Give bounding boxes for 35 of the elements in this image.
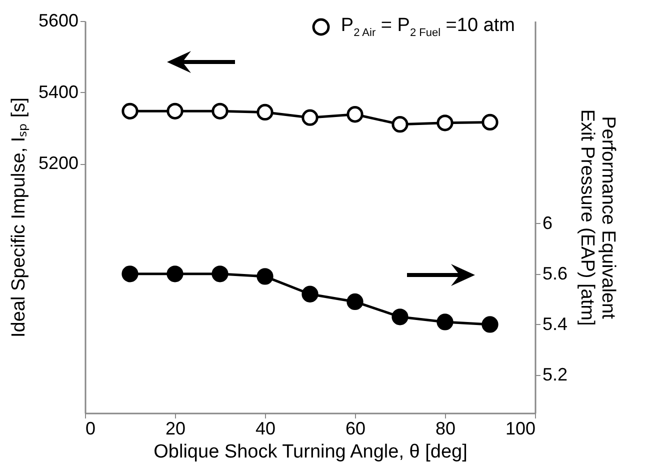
x-axis-title: Oblique Shock Turning Angle, θ [deg] [154,442,468,462]
y-tick-label: 5400 [38,82,78,102]
y-axis-title: Ideal Specific Impulse, Iₛₚ [s] [8,98,30,338]
x-tick-label: 100 [505,418,536,438]
point [302,109,318,126]
point [482,114,498,131]
x-tick-label: 0 [86,418,96,438]
point [212,102,228,120]
x-tick-label: 60 [345,418,366,438]
y-tick-label: 5600 [38,10,78,30]
legend-label: P$_{2 Air}$ = P$_{2 Fuel}$ =10 atm [340,15,515,39]
point [166,102,184,120]
y2-tick-label: 6 [542,212,553,233]
y2-tick-label: 5.2 [542,364,568,385]
point [392,116,408,133]
y2-axis-title: Performance Equivalent Exit Pressure (EAP) [atm] [576,109,619,326]
x-tick-label: 40 [255,418,276,438]
point [166,266,184,282]
point [122,266,138,282]
y-tick-label: 5200 [38,153,78,174]
y2-tick-label: 5.6 [542,263,568,284]
point [392,308,408,326]
point [256,268,274,285]
point [346,293,364,310]
point [436,314,454,330]
point [346,106,364,123]
point [212,266,228,282]
x-tick-label: 20 [165,418,186,438]
x-tick-label: 80 [435,418,456,438]
y2-tick-label: 5.4 [542,314,568,334]
point [256,104,274,121]
point [482,316,498,333]
point [436,114,454,132]
point [122,102,138,120]
point [302,286,318,302]
